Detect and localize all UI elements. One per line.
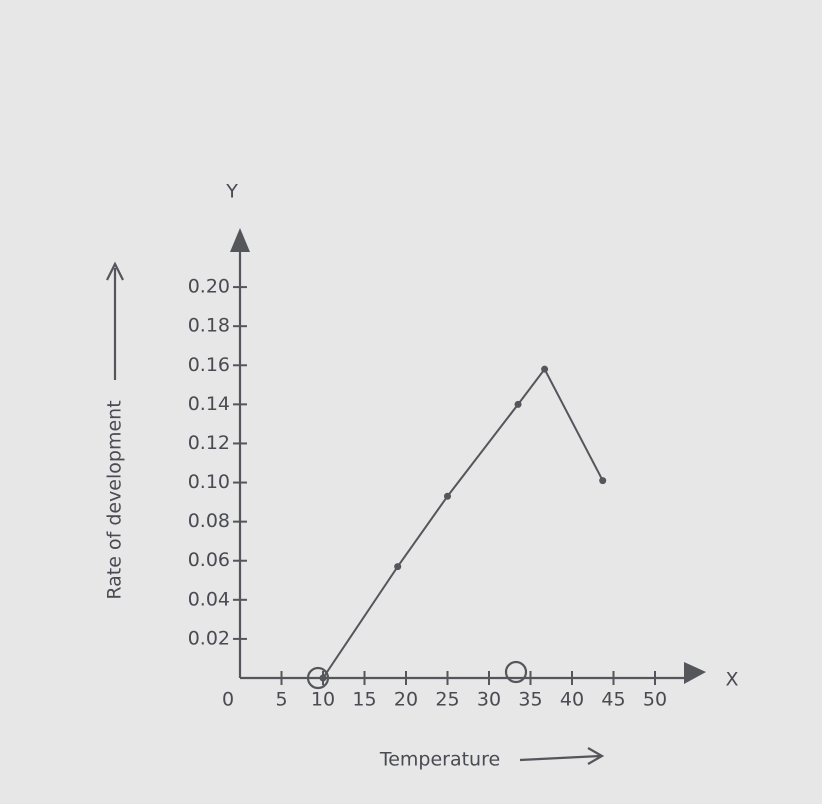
y-tick-label: 0.08 (188, 510, 230, 532)
y-tick-label: 0.12 (188, 432, 230, 454)
x-tick-label: 30 (477, 689, 501, 711)
x-tick-label: 25 (435, 689, 459, 711)
x-tick-label: 20 (394, 689, 418, 711)
x-tick-label: 0 (222, 689, 234, 711)
data-point (599, 477, 607, 485)
data-point (541, 365, 549, 373)
x-tick-label: 40 (560, 689, 584, 711)
x-tick-label: 5 (275, 689, 287, 711)
y-title-arrow (106, 261, 124, 380)
x-arrow (684, 662, 706, 684)
data-point (444, 492, 451, 500)
y-axis-letter: Y (225, 181, 238, 203)
highlight-circle (306, 666, 330, 690)
data-line (322, 367, 604, 679)
y-tick-label: 0.18 (188, 315, 230, 337)
data-point (394, 563, 402, 571)
x-tick-label: 10 (311, 689, 335, 711)
data-point (319, 674, 327, 682)
y-tick-label: 0.14 (188, 393, 230, 415)
y-tick-label: 0.04 (188, 588, 230, 610)
y-tick-label: 0.10 (188, 471, 230, 493)
y-tick-label: 0.20 (188, 276, 230, 298)
y-tick-label: 0.06 (188, 549, 230, 571)
x-tick-label: 50 (643, 689, 667, 711)
data-point (514, 400, 522, 408)
x-axis-letter: X (725, 669, 738, 691)
y-tick-label: 0.16 (188, 354, 230, 376)
y-tick-label: 0.02 (188, 627, 230, 649)
y-axis-title: Rate of development (104, 400, 126, 599)
x-tick-label: 45 (601, 689, 625, 711)
x-title-arrow (519, 747, 605, 765)
x-axis-title: Temperature (379, 749, 500, 771)
highlight-circle (504, 660, 528, 684)
x-tick-label: 15 (352, 689, 376, 711)
y-arrow (230, 228, 250, 252)
x-tick-label: 35 (518, 689, 542, 711)
